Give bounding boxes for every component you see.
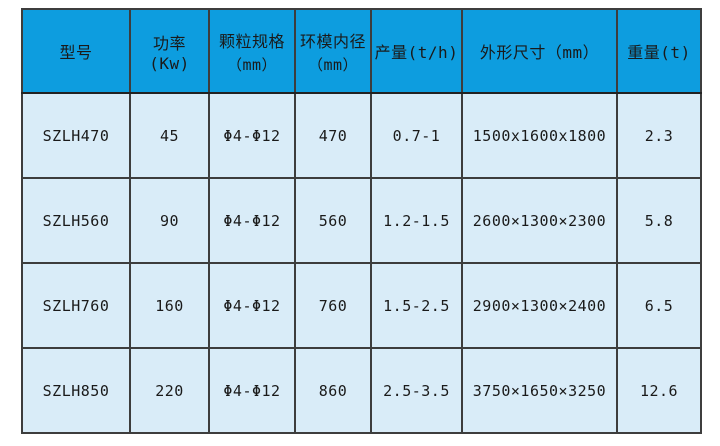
cell-power: 45	[129, 92, 210, 179]
cell-pellet-size: Φ4-Φ12	[208, 177, 296, 264]
col-header-label: 功率(Kw)	[149, 33, 190, 73]
col-header-weight: 重量(t)	[616, 8, 702, 94]
col-header-label: 外形尺寸（mm）	[479, 43, 600, 62]
cell-model: SZLH560	[21, 177, 131, 264]
cell-output: 1.5-2.5	[370, 262, 463, 349]
cell-die-diameter: 860	[294, 347, 372, 434]
col-header-unit: （mm）	[226, 55, 278, 74]
cell-dimensions: 2600×1300×2300	[461, 177, 618, 264]
col-header-label: 产量(t/h)	[374, 43, 459, 62]
cell-output: 0.7-1	[370, 92, 463, 179]
col-header-unit: （mm）	[307, 55, 359, 74]
cell-dimensions: 2900×1300×2400	[461, 262, 618, 349]
cell-die-diameter: 470	[294, 92, 372, 179]
cell-output: 1.2-1.5	[370, 177, 463, 264]
col-header-output: 产量(t/h)	[370, 8, 463, 94]
cell-model: SZLH850	[21, 347, 131, 434]
col-header-label: 环模内径	[299, 31, 366, 51]
col-header-label: 颗粒规格	[218, 31, 285, 51]
table-row: SZLH560 90 Φ4-Φ12 560 1.2-1.5 2600×1300×…	[21, 177, 702, 264]
col-header-dimensions: 外形尺寸（mm）	[461, 8, 618, 94]
col-header-pellet-size: 颗粒规格 （mm）	[208, 8, 296, 94]
cell-output: 2.5-3.5	[370, 347, 463, 434]
cell-weight: 2.3	[616, 92, 702, 179]
header-row: 型号 功率(Kw) 颗粒规格 （mm） 环模内径 （mm） 产量(t/h) 外形	[21, 8, 702, 94]
table-body: SZLH470 45 Φ4-Φ12 470 0.7-1 1500x1600x18…	[21, 92, 702, 434]
cell-power: 220	[129, 347, 210, 434]
cell-dimensions: 1500x1600x1800	[461, 92, 618, 179]
cell-weight: 12.6	[616, 347, 702, 434]
spec-table: 型号 功率(Kw) 颗粒规格 （mm） 环模内径 （mm） 产量(t/h) 外形	[21, 8, 702, 434]
cell-pellet-size: Φ4-Φ12	[208, 347, 296, 434]
cell-die-diameter: 760	[294, 262, 372, 349]
cell-dimensions: 3750×1650×3250	[461, 347, 618, 434]
table-row: SZLH470 45 Φ4-Φ12 470 0.7-1 1500x1600x18…	[21, 92, 702, 179]
col-header-power: 功率(Kw)	[129, 8, 210, 94]
table-header: 型号 功率(Kw) 颗粒规格 （mm） 环模内径 （mm） 产量(t/h) 外形	[21, 8, 702, 94]
col-header-label: 型号	[59, 43, 93, 62]
cell-pellet-size: Φ4-Φ12	[208, 262, 296, 349]
col-header-label: 重量(t)	[627, 43, 691, 62]
table-row: SZLH760 160 Φ4-Φ12 760 1.5-2.5 2900×1300…	[21, 262, 702, 349]
cell-weight: 6.5	[616, 262, 702, 349]
cell-die-diameter: 560	[294, 177, 372, 264]
col-header-die-diameter: 环模内径 （mm）	[294, 8, 372, 94]
table-row: SZLH850 220 Φ4-Φ12 860 2.5-3.5 3750×1650…	[21, 347, 702, 434]
col-header-model: 型号	[21, 8, 131, 94]
cell-power: 90	[129, 177, 210, 264]
cell-pellet-size: Φ4-Φ12	[208, 92, 296, 179]
cell-model: SZLH470	[21, 92, 131, 179]
cell-power: 160	[129, 262, 210, 349]
cell-weight: 5.8	[616, 177, 702, 264]
cell-model: SZLH760	[21, 262, 131, 349]
